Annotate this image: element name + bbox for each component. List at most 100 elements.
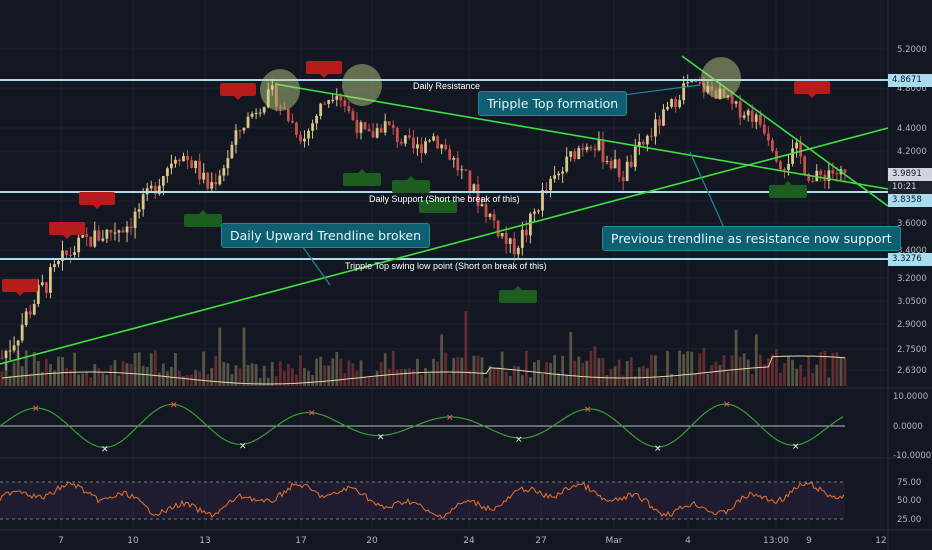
volume-bar (379, 362, 383, 386)
candle-body (327, 100, 331, 104)
daily-resistance-label: Daily Resistance (413, 81, 481, 91)
candle-body (670, 99, 673, 107)
time-tick-label: 10 (127, 536, 139, 546)
volume-bar (182, 376, 185, 386)
candle-body (347, 106, 351, 112)
oscillator-buy-cross: × (792, 442, 800, 452)
oscillator-sell-cross: × (32, 404, 40, 414)
volume-bar (758, 354, 762, 386)
candle-body (399, 141, 403, 144)
volume-bar (488, 365, 492, 386)
time-tick-label: Mar (606, 536, 623, 546)
candle-body (762, 124, 766, 134)
oscillator-buy-cross: × (515, 435, 523, 445)
volume-bar (770, 354, 774, 386)
candle-body (577, 148, 581, 159)
candle-body (770, 140, 774, 151)
volume-bar (617, 359, 621, 386)
volume-bar (16, 350, 20, 386)
volume-bar (629, 357, 633, 386)
candle-body (274, 85, 278, 107)
candle-body (666, 106, 669, 110)
volume-bar (57, 356, 60, 386)
candle-body (440, 144, 444, 149)
candle-body (20, 324, 24, 341)
volume-bar (440, 334, 444, 386)
time-tick-label: 9 (806, 536, 812, 546)
oscillator-buy-cross: × (239, 441, 247, 451)
candle-body (343, 100, 347, 107)
volume-bar (496, 366, 500, 386)
volume-bar (456, 356, 460, 386)
volume-bar (61, 357, 64, 386)
volume-bar (32, 352, 36, 386)
sell-signal-4 (306, 61, 342, 74)
candle-body (621, 177, 625, 181)
volume-bar (633, 376, 637, 386)
candle-body (686, 82, 690, 84)
oscillator-pane: ×××××××××××××××××××××××××× (0, 400, 845, 454)
candle-body (553, 175, 556, 179)
candle-body (12, 345, 16, 351)
sell-signal-arrow-1 (63, 235, 71, 239)
candle-body (371, 131, 375, 138)
candle-body (565, 156, 569, 172)
daily-support-label: Daily Support (Short the break of this) (369, 194, 520, 204)
candle-body (484, 204, 488, 217)
volume-bar (85, 371, 89, 386)
buy-signal-arrow-2 (407, 176, 415, 180)
volume-bar (444, 352, 448, 386)
sell-signal-arrow-4 (320, 74, 328, 78)
candle-body (355, 120, 359, 133)
candle-body (581, 148, 585, 150)
candle-body (424, 141, 427, 154)
candle-body (537, 210, 540, 212)
volume-bar (561, 355, 565, 386)
candle-body (89, 236, 93, 247)
volume-bar (658, 377, 661, 386)
candle-body (359, 122, 363, 133)
candle-body (351, 111, 355, 121)
oscillator-buy-cross: × (239, 441, 247, 451)
volume-bar (613, 366, 617, 386)
candle-body (625, 161, 629, 181)
candle-body (4, 350, 8, 359)
candle-body (97, 230, 101, 241)
volume-bar (738, 356, 742, 386)
candle-body (153, 185, 157, 195)
triple-top-circle-2 (342, 64, 382, 106)
volume-bar (508, 376, 512, 386)
volume-bar (319, 356, 323, 386)
volume-bar (545, 362, 548, 386)
candle-body (609, 160, 613, 169)
candle-body (49, 266, 52, 293)
volume-bar (218, 327, 222, 386)
volume-bar (242, 327, 246, 386)
candle-body (775, 150, 778, 162)
volume-bar (359, 360, 363, 386)
sell-signal-3 (220, 83, 256, 96)
candle-body (194, 160, 198, 169)
oscillator-sell-cross: × (446, 413, 454, 423)
sell-signal-arrow-3 (234, 96, 242, 100)
candle-body (286, 108, 290, 121)
candle-body (436, 136, 440, 149)
candle-body (178, 159, 181, 162)
volume-bar (682, 354, 686, 386)
sell-signal-arrow-0 (16, 292, 24, 296)
volume-bar (311, 375, 314, 386)
candle-body (133, 211, 137, 229)
candle-body (403, 135, 407, 144)
candle-body (508, 238, 512, 244)
volume-bar (129, 364, 133, 386)
volume-bar (625, 360, 629, 386)
candle-body (93, 230, 97, 247)
volume-bar (49, 364, 52, 386)
candle-body (339, 96, 343, 101)
volume-bar (387, 368, 391, 386)
top-trendline (681, 55, 889, 207)
candle-body (391, 124, 395, 128)
candle-body (432, 136, 435, 141)
candle-body (674, 99, 677, 108)
